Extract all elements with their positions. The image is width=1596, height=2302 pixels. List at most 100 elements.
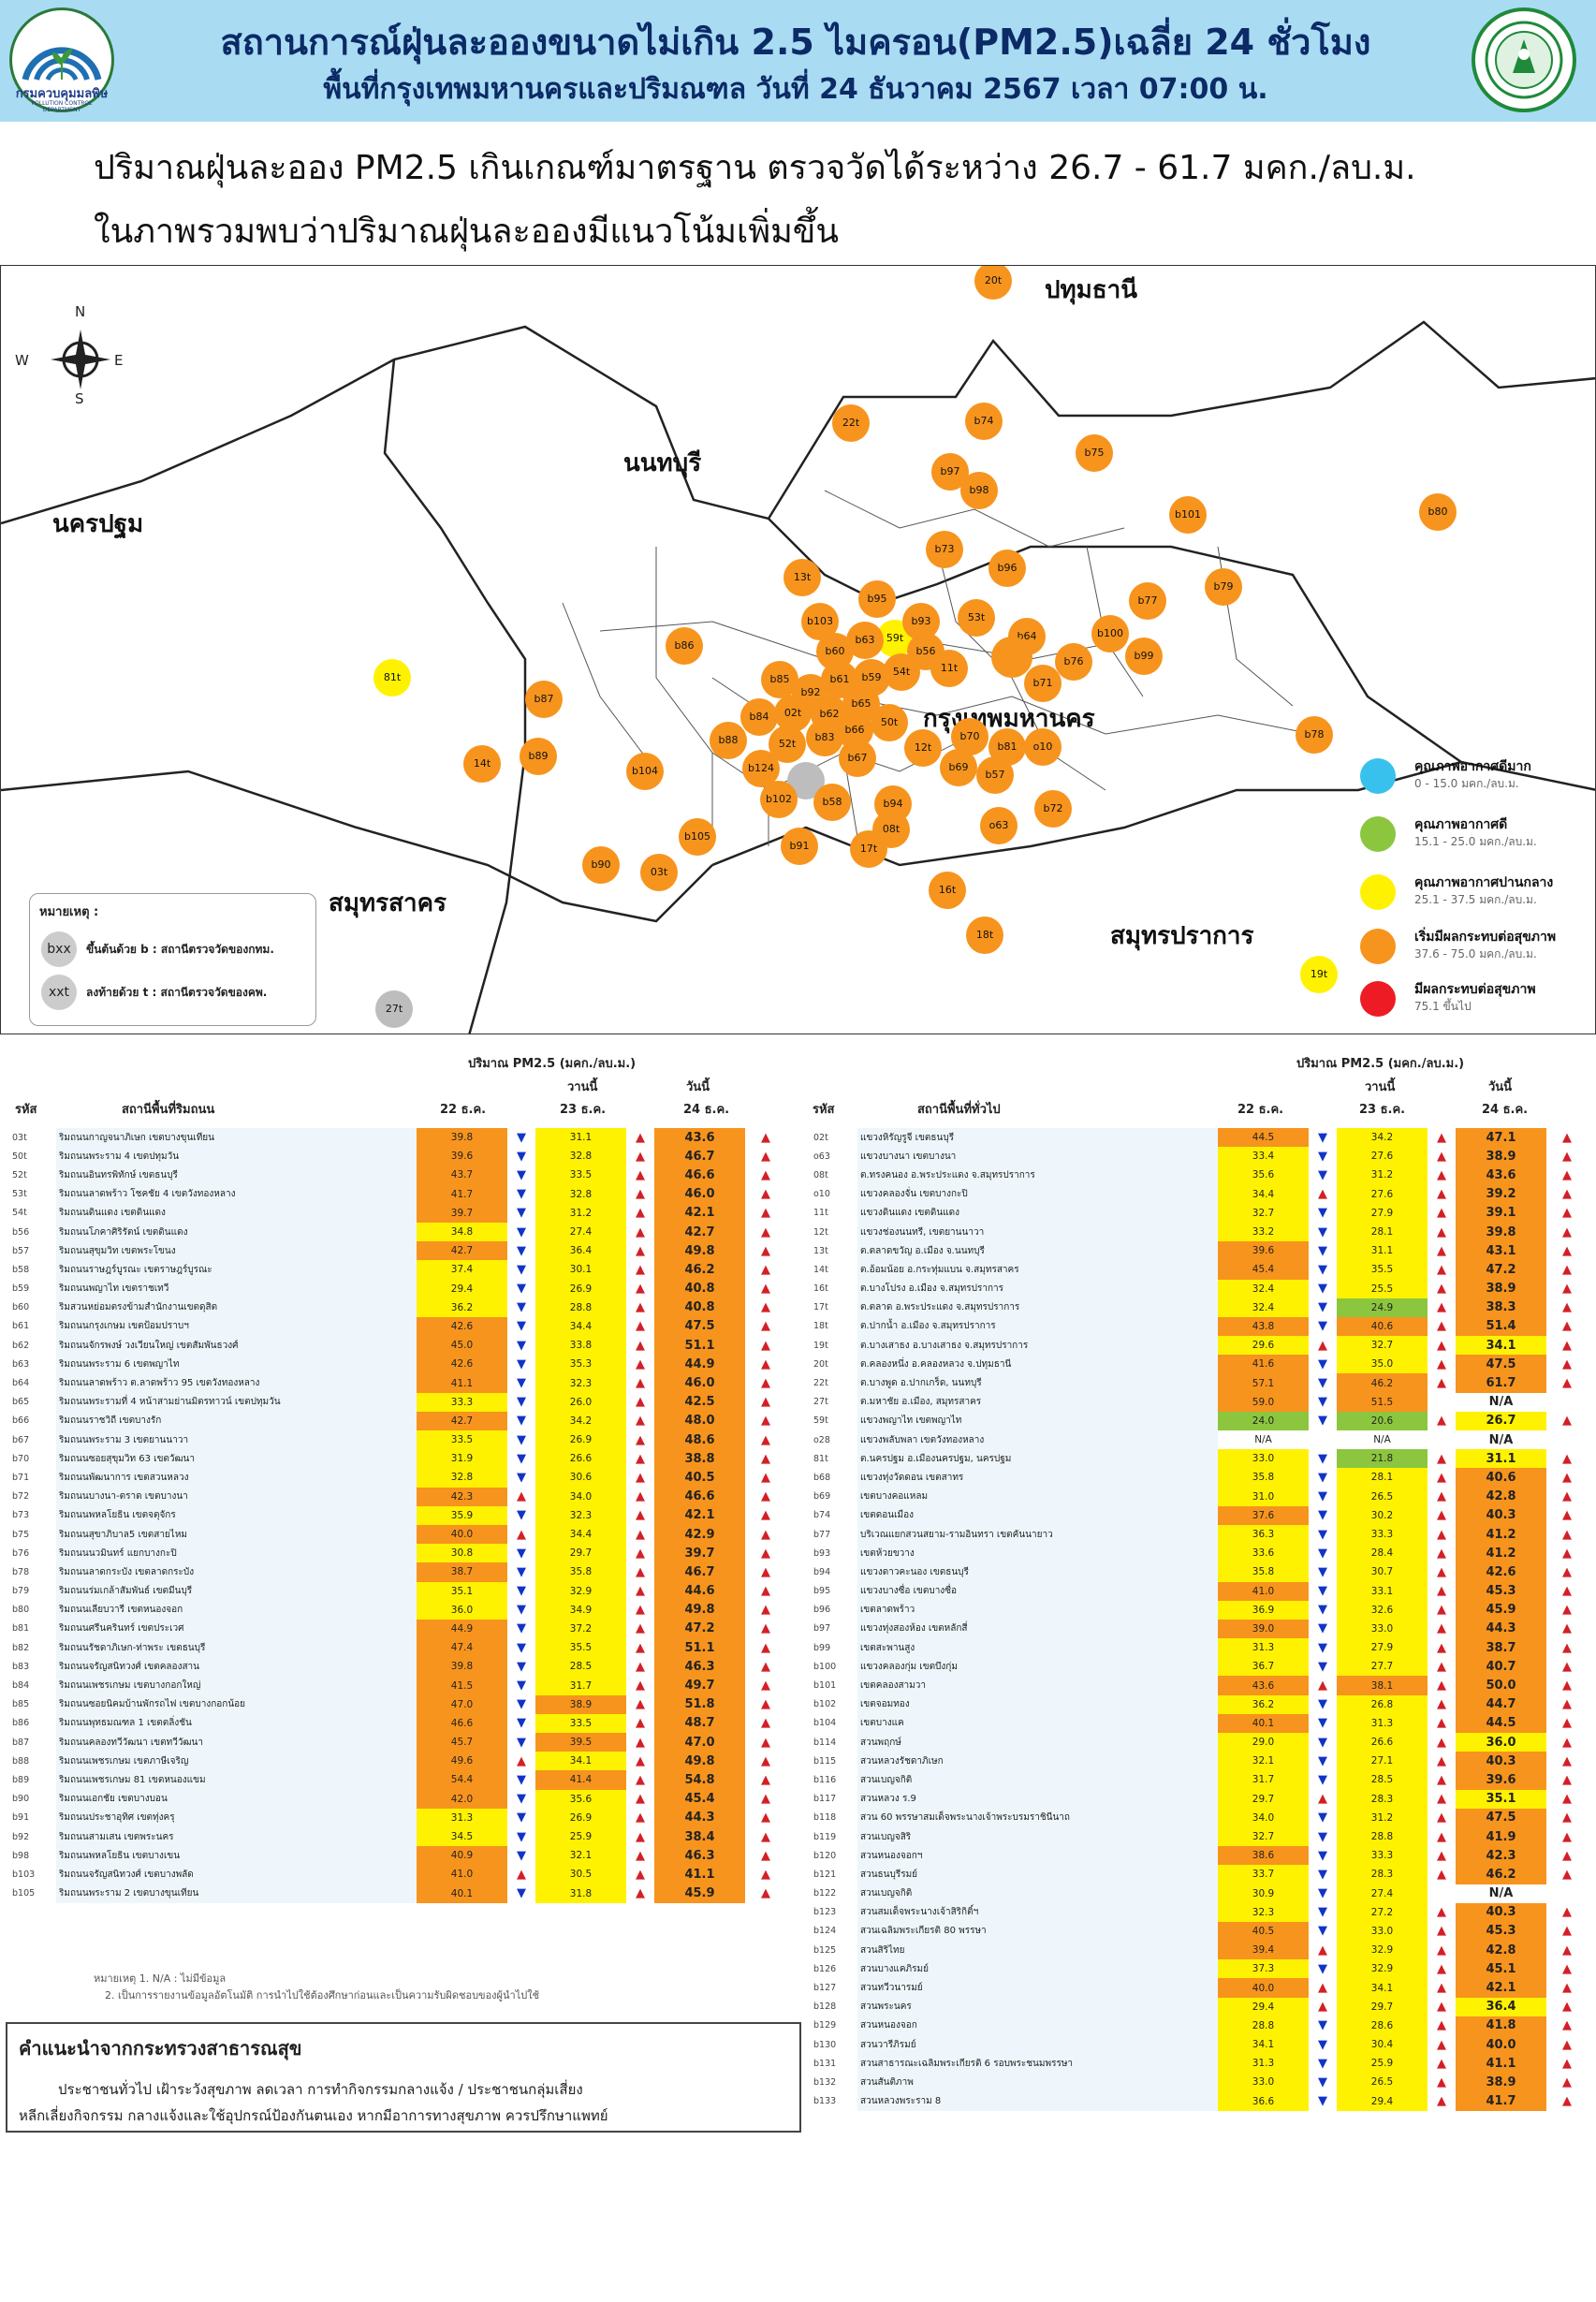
value-dec23: 51.5 bbox=[1337, 1392, 1428, 1412]
station-marker[interactable]: 16t bbox=[929, 872, 966, 909]
station-name: สวนเฉลิมพระเกียรติ 80 พรรษา bbox=[857, 1921, 1218, 1942]
province-nonthaburi: นนทบุรี bbox=[623, 449, 702, 477]
station-marker[interactable]: b75 bbox=[1076, 434, 1113, 472]
station-marker[interactable]: 54t bbox=[883, 653, 920, 691]
health-advice-box: คำแนะนำจากกระทรวงสาธารณสุข ประชาชนทั่วไป… bbox=[6, 2022, 801, 2133]
station-marker[interactable]: b100 bbox=[1091, 615, 1129, 652]
value-dec24: 45.1 bbox=[1456, 1959, 1546, 1979]
station-name: ริมถนนคลองทวีวัฒนา เขตทวีวัฒนา bbox=[56, 1733, 417, 1752]
value-dec23: 31.2 bbox=[1337, 1166, 1428, 1185]
trend-arrow-icon: ▲ bbox=[1562, 1206, 1572, 1221]
value-dec22: 39.6 bbox=[1218, 1241, 1309, 1261]
value-dec23: 32.8 bbox=[535, 1147, 626, 1166]
station-marker[interactable]: 14t bbox=[463, 745, 501, 783]
station-marker[interactable]: b90 bbox=[582, 846, 620, 884]
right-table-name-header: สถานีพื้นที่ทั่วไป bbox=[917, 1103, 1001, 1117]
station-marker[interactable]: b86 bbox=[666, 627, 703, 665]
table-row: b125 สวนสิริไทย 39.4 ▲ 32.9 ▲ 42.8 ▲ bbox=[811, 1941, 1588, 1960]
station-marker[interactable]: o10 bbox=[1024, 728, 1062, 766]
trend-arrow-icon: ▲ bbox=[1318, 1338, 1327, 1353]
table-row: b123 สวนสมเด็จพระนางเจ้าสิริกิติ์ฯ 32.3 ▼ 27… bbox=[811, 1902, 1588, 1922]
value-dec24: 45.4 bbox=[654, 1789, 745, 1809]
value-dec23: 24.9 bbox=[1337, 1298, 1428, 1317]
trend-arrow-icon: ▼ bbox=[517, 1508, 526, 1523]
station-marker[interactable]: 17t bbox=[850, 830, 887, 868]
trend-arrow-icon: ▲ bbox=[636, 1886, 645, 1901]
station-marker[interactable]: b96 bbox=[988, 550, 1026, 587]
station-marker[interactable]: 12t bbox=[904, 729, 942, 767]
station-marker[interactable]: b91 bbox=[781, 828, 818, 865]
legend-range: 15.1 - 25.0 มคก./ลบ.ม. bbox=[1414, 835, 1537, 848]
station-marker[interactable]: 50t bbox=[871, 704, 908, 741]
station-marker[interactable]: b57 bbox=[976, 756, 1014, 794]
value-dec24: 48.0 bbox=[654, 1411, 745, 1430]
station-marker[interactable]: b84 bbox=[740, 698, 778, 736]
trend-arrow-icon: ▲ bbox=[761, 1811, 770, 1825]
station-marker[interactable]: b79 bbox=[1205, 568, 1242, 606]
station-marker[interactable]: o63 bbox=[980, 807, 1018, 844]
station-marker[interactable]: b78 bbox=[1296, 716, 1333, 754]
station-marker[interactable]: 53t bbox=[958, 599, 995, 637]
station-marker[interactable]: b88 bbox=[710, 722, 747, 759]
station-marker[interactable]: b104 bbox=[626, 753, 664, 790]
trend-arrow-icon: ▲ bbox=[636, 1432, 645, 1447]
station-name: ริมถนนรัชดาภิเษก-ท่าพระ เขตธนบุรี bbox=[56, 1638, 417, 1658]
station-marker[interactable]: 03t bbox=[640, 854, 678, 891]
station-marker[interactable]: b71 bbox=[1024, 665, 1062, 702]
station-marker[interactable]: b101 bbox=[1169, 496, 1207, 534]
trend-arrow-icon bbox=[1546, 1884, 1588, 1903]
station-marker[interactable]: b99 bbox=[1125, 638, 1163, 675]
station-marker[interactable]: 81t bbox=[373, 659, 411, 696]
station-marker[interactable]: b73 bbox=[926, 531, 963, 568]
value-dec22: 43.7 bbox=[417, 1166, 507, 1185]
summary-line-2: ในภาพรวมพบว่าปริมาณฝุ่นละอองมีแนวโน้มเพิ… bbox=[94, 213, 840, 251]
value-dec24: 39.1 bbox=[1456, 1203, 1546, 1223]
value-dec24: 47.0 bbox=[654, 1733, 745, 1752]
trend-arrow-icon: ▲ bbox=[636, 1262, 645, 1277]
table-row: b81 ริมถนนศรีนครินทร์ เขตประเวศ 44.9 ▼ 37.2 ▲… bbox=[9, 1619, 786, 1639]
table-row: b69 เขตบางคอแหลม 31.0 ▼ 26.5 ▲ 42.8 ▲ bbox=[811, 1487, 1588, 1506]
station-marker[interactable]: b102 bbox=[760, 781, 798, 818]
station-marker[interactable]: b72 bbox=[1034, 790, 1072, 828]
station-marker[interactable]: b80 bbox=[1419, 493, 1457, 531]
value-dec23: 40.6 bbox=[1337, 1316, 1428, 1337]
value-dec23: 33.0 bbox=[1337, 1619, 1428, 1639]
station-marker[interactable]: b69 bbox=[940, 749, 977, 786]
station-marker[interactable]: b77 bbox=[1129, 582, 1166, 620]
station-marker[interactable]: b95 bbox=[858, 580, 896, 618]
trend-arrow-icon: ▲ bbox=[1437, 1167, 1446, 1182]
trend-arrow-icon: ▲ bbox=[636, 1679, 645, 1694]
station-marker[interactable]: b98 bbox=[960, 472, 998, 509]
station-marker[interactable]: b105 bbox=[679, 818, 716, 856]
station-marker[interactable]: b83 bbox=[806, 719, 843, 756]
station-marker[interactable]: b58 bbox=[813, 784, 851, 821]
station-marker[interactable]: b74 bbox=[965, 403, 1003, 440]
value-dec23: 28.3 bbox=[1337, 1865, 1428, 1884]
trend-arrow-icon: ▲ bbox=[636, 1187, 645, 1202]
table-row: b115 สวนหลวงรัชดาภิเษก 32.1 ▼ 27.1 ▲ 40.3 ▲ bbox=[811, 1752, 1588, 1771]
station-marker[interactable]: 13t bbox=[783, 559, 821, 596]
station-marker[interactable]: b89 bbox=[520, 738, 557, 775]
station-code: 18t bbox=[813, 1321, 828, 1332]
station-marker[interactable]: b76 bbox=[1055, 643, 1092, 681]
station-marker[interactable]: b70 bbox=[951, 718, 988, 755]
table-row: b76 ริมถนนนวมินทร์ แยกบางกะปิ 30.8 ▼ 29.7 ▲ 39… bbox=[9, 1544, 786, 1563]
trend-arrow-icon: ▲ bbox=[636, 1640, 645, 1655]
station-marker[interactable]: 27t bbox=[375, 990, 413, 1028]
station-marker[interactable]: 11t bbox=[930, 650, 968, 687]
station-marker[interactable]: 18t bbox=[966, 916, 1003, 954]
trend-arrow-icon: ▲ bbox=[1562, 1943, 1572, 1957]
station-marker[interactable]: b87 bbox=[525, 681, 563, 718]
station-marker[interactable]: b67 bbox=[839, 740, 876, 777]
trend-arrow-icon bbox=[1428, 1393, 1456, 1412]
station-code: 50t bbox=[12, 1151, 27, 1162]
station-marker[interactable]: b103 bbox=[801, 603, 839, 640]
station-code: b129 bbox=[813, 2020, 837, 2031]
bma-seal bbox=[1472, 7, 1576, 112]
station-name: ริมถนนกรุงเกษม เขตป้อมปราบฯ bbox=[56, 1316, 417, 1337]
station-marker[interactable]: 19t bbox=[1300, 956, 1338, 993]
station-marker[interactable]: 20t bbox=[974, 266, 1012, 300]
table-row: 27t ต.มหาชัย อ.เมือง, สมุทรสาคร 59.0 ▼ 51.5 N… bbox=[811, 1392, 1588, 1412]
trend-arrow-icon: ▼ bbox=[1318, 1451, 1327, 1466]
station-marker[interactable]: 22t bbox=[832, 404, 870, 442]
